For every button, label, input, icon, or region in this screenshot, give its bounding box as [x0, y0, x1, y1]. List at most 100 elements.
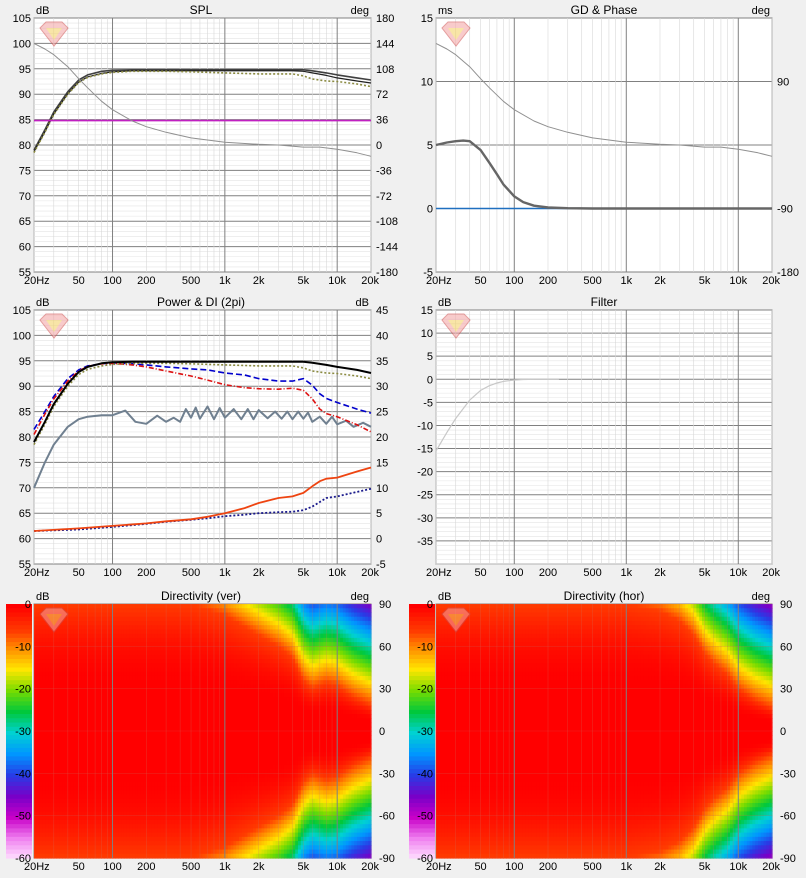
heatmap-cell: [109, 709, 114, 715]
heatmap-cell: [39, 845, 44, 851]
heatmap-cell: [213, 815, 218, 821]
heatmap-cell: [78, 663, 83, 669]
heatmap-cell: [157, 786, 161, 791]
heatmap-cell: [185, 726, 190, 732]
heatmap-cell: [132, 841, 136, 846]
heatmap-cell: [157, 705, 161, 711]
heatmap-cell: [123, 777, 128, 783]
heatmap-cell: [236, 675, 240, 681]
heatmap-cell: [188, 790, 192, 796]
heatmap-cell: [112, 845, 117, 851]
heatmap-cell: [123, 675, 128, 681]
heatmap-cell: [174, 629, 178, 635]
heatmap-cell: [101, 841, 105, 846]
heatmap-cell: [87, 832, 91, 838]
heatmap-cell: [230, 811, 234, 817]
heatmap-cell: [191, 764, 195, 770]
heatmap-cell: [107, 752, 111, 757]
heatmap-cell: [165, 663, 170, 669]
heatmap-cell: [180, 794, 184, 800]
heatmap-cell: [160, 616, 164, 622]
heatmap-cell: [98, 620, 102, 626]
y-tick-label: 90: [19, 381, 31, 393]
heatmap-cell: [202, 722, 206, 728]
heatmap-cell: [73, 836, 77, 842]
heatmap-cell: [227, 612, 232, 618]
heatmap-cell: [53, 714, 58, 719]
heatmap-cell: [62, 764, 66, 770]
heatmap-cell: [143, 659, 147, 664]
heatmap-cell: [101, 781, 105, 787]
heatmap-cell: [151, 718, 156, 724]
heatmap-cell: [185, 777, 190, 783]
heatmap-cell: [129, 807, 133, 813]
heatmap-cell: [188, 836, 192, 842]
heatmap-cell: [129, 769, 133, 774]
heatmap-cell: [191, 798, 195, 804]
heatmap-cell: [64, 824, 69, 829]
heatmap-cell: [50, 786, 55, 791]
heatmap-cell: [196, 637, 201, 643]
heatmap-cell: [36, 684, 41, 690]
y2-tick-label: 40: [376, 330, 388, 342]
heatmap-cell: [205, 853, 209, 859]
heatmap-cell: [42, 709, 46, 715]
heatmap-cell: [135, 790, 139, 796]
heatmap-cell: [143, 794, 147, 800]
heatmap-cell: [222, 807, 226, 813]
heatmap-cell: [135, 726, 139, 732]
heatmap-cell: [224, 819, 229, 825]
heatmap-cell: [188, 769, 192, 774]
heatmap-cell: [146, 777, 150, 783]
heatmap-cell: [115, 769, 119, 774]
heatmap-cell: [56, 675, 60, 681]
heatmap-cell: [56, 650, 60, 656]
heatmap-cell: [104, 824, 108, 829]
heatmap-cell: [233, 828, 237, 834]
heatmap-cell: [76, 794, 80, 800]
heatmap-cell: [210, 735, 215, 741]
heatmap-cell: [126, 802, 131, 808]
heatmap-cell: [132, 718, 136, 724]
heatmap-cell: [135, 815, 139, 821]
heatmap-cell: [109, 735, 114, 741]
heatmap-cell: [45, 786, 49, 791]
heatmap-cell: [233, 794, 237, 800]
heatmap-cell: [213, 807, 218, 813]
heatmap-cell: [196, 781, 201, 787]
heatmap-cell: [95, 667, 100, 673]
heatmap-cell: [107, 697, 111, 702]
heatmap-cell: [165, 667, 170, 673]
heatmap-cell: [109, 786, 114, 791]
heatmap-cell: [118, 688, 122, 694]
heatmap-cell: [53, 807, 58, 813]
heatmap-cell: [101, 650, 105, 656]
heatmap-cell: [53, 692, 58, 698]
heatmap-cell: [48, 684, 52, 690]
heatmap-cell: [199, 646, 204, 652]
heatmap-cell: [115, 798, 119, 804]
heatmap-cell: [132, 671, 136, 677]
heatmap-cell: [115, 807, 119, 813]
heatmap-cell: [115, 637, 119, 643]
heatmap-cell: [174, 747, 178, 753]
heatmap-cell: [53, 675, 58, 681]
heatmap-cell: [168, 697, 173, 702]
heatmap-cell: [129, 853, 133, 859]
heatmap-cell: [39, 815, 44, 821]
x-tick-label: 200: [137, 567, 155, 579]
heatmap-cell: [191, 735, 195, 741]
heatmap-cell: [50, 773, 55, 779]
heatmap-cell: [227, 697, 232, 702]
right-unit-label: deg: [351, 5, 369, 17]
heatmap-cell: [227, 688, 232, 694]
heatmap-cell: [132, 620, 136, 626]
heatmap-cell: [95, 773, 100, 779]
heatmap-cell: [107, 646, 111, 652]
heatmap-cell: [109, 764, 114, 770]
heatmap-cell: [205, 608, 209, 614]
heatmap-cell: [202, 731, 206, 736]
heatmap-cell: [171, 849, 176, 855]
heatmap-cell: [42, 671, 46, 677]
heatmap-cell: [107, 773, 111, 779]
